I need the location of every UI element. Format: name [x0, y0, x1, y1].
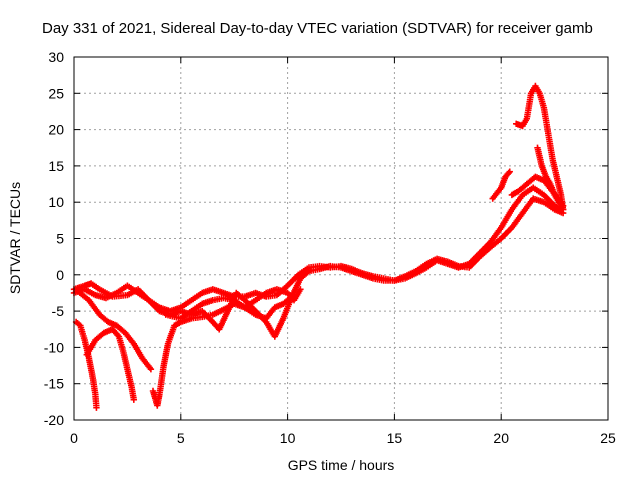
data-marks — [70, 82, 567, 411]
y-tick-label: 25 — [48, 85, 64, 101]
x-tick-label: 25 — [600, 430, 616, 446]
x-tick-label: 5 — [177, 430, 185, 446]
y-tick-label: 15 — [48, 158, 64, 174]
series-arc-5 — [83, 326, 138, 403]
x-tick-label: 0 — [70, 430, 78, 446]
data-points — [489, 168, 513, 202]
data-points — [508, 173, 565, 206]
data-points — [162, 286, 304, 322]
chart-title: Day 331 of 2021, Sidereal Day-to-day VTE… — [42, 20, 593, 37]
series-arc-8 — [489, 168, 513, 202]
series-arc-9 — [513, 82, 567, 213]
data-points — [83, 326, 138, 403]
data-points — [75, 288, 155, 373]
series-arc-2 — [70, 195, 567, 340]
x-axis-label: GPS time / hours — [288, 457, 395, 473]
data-points — [72, 318, 100, 411]
y-tick-label: 10 — [48, 194, 64, 210]
y-tick-label: -10 — [44, 339, 64, 355]
series-arc-6 — [149, 293, 296, 409]
y-tick-label: -5 — [52, 303, 65, 319]
series-arc-4 — [72, 318, 100, 411]
x-tick-label: 15 — [387, 430, 403, 446]
x-tick-label: 20 — [493, 430, 509, 446]
y-tick-label: 0 — [56, 267, 64, 283]
y-axis-label: SDTVAR / TECUs — [7, 182, 23, 294]
y-tick-label: -15 — [44, 376, 64, 392]
x-tick-label: 10 — [280, 430, 296, 446]
y-tick-label: 5 — [56, 231, 64, 247]
series-arc-7 — [162, 286, 304, 322]
axis-ticks: 0 5 10 15 20 25 -20 -15 -10 -5 0 5 10 15 20 25 30 — [44, 49, 616, 446]
y-tick-label: 30 — [48, 49, 64, 65]
series-arc-3 — [75, 288, 155, 373]
data-points — [513, 82, 567, 213]
grid — [74, 57, 608, 420]
data-points — [149, 293, 296, 409]
series-arc-11 — [508, 173, 565, 206]
y-tick-label: 20 — [48, 122, 64, 138]
data-points — [70, 195, 567, 340]
y-tick-label: -20 — [44, 412, 64, 428]
